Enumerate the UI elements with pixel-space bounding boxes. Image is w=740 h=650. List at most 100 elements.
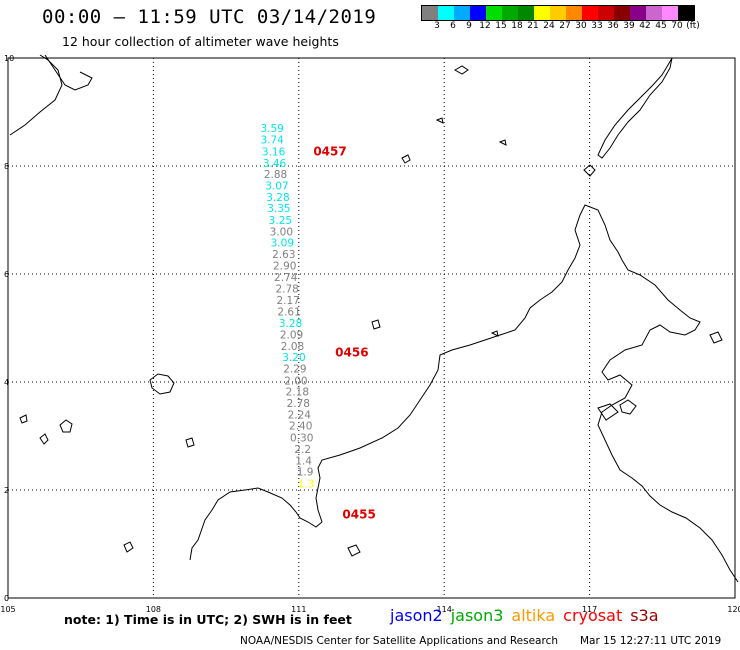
wave-height-label: 2.90	[273, 260, 296, 272]
wave-height-label: 3.20	[282, 352, 305, 364]
colorbar-cell	[470, 6, 486, 20]
coastline	[9, 54, 739, 583]
colorbar-labels: 3 6 9 12 15 18 21 24 27 30 33 36 39 42 45 70 (ft)	[421, 21, 740, 33]
island-spratly-3	[435, 117, 444, 124]
wave-height-label: 3.07	[265, 180, 288, 192]
island-sulu-3	[709, 331, 723, 344]
colorbar-label: 15	[495, 21, 507, 31]
island-small-4	[123, 541, 134, 553]
lat-tick-label: 4	[4, 378, 9, 387]
wave-height-label: 2.88	[264, 169, 287, 181]
wave-height-label: 2.40	[289, 421, 312, 433]
pass-time-label: 0456	[335, 345, 368, 359]
satellite-legend-item: jason3	[450, 606, 504, 625]
lat-tick-label: 2	[4, 486, 9, 495]
graticule	[7, 57, 736, 599]
colorbar-label: 27	[559, 21, 571, 31]
colorbar-cell	[678, 6, 694, 20]
pass-time-label: 0455	[342, 507, 375, 521]
wave-height-label: 1.4	[295, 455, 312, 467]
wave-height-label: 2.24	[288, 409, 312, 421]
island-spratly-1	[453, 65, 469, 75]
wave-height-label: 2.17	[276, 295, 299, 307]
coastline-mekong	[44, 54, 93, 91]
lat-tick-label: 0	[4, 594, 9, 603]
wave-height-label: 2.08	[281, 341, 304, 353]
colorbar-label: 21	[527, 21, 539, 31]
colorbar-cell	[518, 6, 534, 20]
colorbar-cell	[454, 6, 470, 20]
satellite-legend-item: jason2	[390, 606, 443, 625]
colorbar-label: 24	[543, 21, 555, 31]
colorbar-cell	[550, 6, 566, 20]
satellite-legend-item: cryosat	[563, 606, 623, 625]
colorbar-label: 30	[575, 21, 587, 31]
wave-height-label: 3.16	[262, 146, 286, 158]
wave-height-label: 2.2	[294, 444, 311, 456]
island-spratly-5	[371, 319, 381, 330]
colorbar-cell	[534, 6, 550, 20]
island-small-2	[39, 433, 49, 445]
colorbar-label: 45	[655, 21, 667, 31]
island-small-3	[19, 414, 28, 424]
lat-tick-label: 8	[4, 162, 9, 171]
lon-tick-label: 108	[146, 605, 161, 614]
credit-line: NOAA/NESDIS Center for Satellite Applica…	[240, 635, 558, 647]
colorbar-cell	[630, 6, 646, 20]
wave-height-label: 3.09	[271, 238, 294, 250]
wave-height-label: 3.00	[270, 226, 293, 238]
satellite-legend: jason2 jason3 altika cryosat s3a	[390, 606, 667, 625]
map-frame	[7, 57, 736, 599]
axis-labels: 105 108 111 114 117 120 0 2 4 6 8 10	[0, 54, 740, 614]
colorbar-label: 42	[639, 21, 651, 31]
colorbar-label: 33	[591, 21, 603, 31]
lon-tick-label: 120	[727, 605, 740, 614]
units-note: note: 1) Time is in UTC; 2) SWH is in fe…	[64, 612, 352, 627]
wave-height-label: 3.46	[263, 158, 287, 170]
lon-tick-label: 114	[437, 605, 452, 614]
colorbar-label: 3	[434, 21, 440, 31]
colorbar-label: 39	[623, 21, 635, 31]
wave-height-label: 2.78	[287, 398, 310, 410]
colorbar-cell	[502, 6, 518, 20]
island-small-1	[59, 419, 73, 433]
island-spratly-6	[490, 330, 499, 337]
wave-height-label: 2.74	[274, 272, 298, 284]
lat-tick-label: 6	[4, 270, 9, 279]
wave-height-label: 3.28	[279, 318, 302, 330]
colorbar	[421, 5, 695, 21]
island-spratly-4	[498, 139, 507, 146]
island-natuna	[149, 373, 175, 395]
colorbar-cell	[422, 6, 438, 20]
lon-tick-label: 105	[0, 605, 15, 614]
colorbar-label: 36	[607, 21, 619, 31]
pass-time-label: 0457	[313, 144, 346, 158]
wave-height-label: 3.25	[269, 215, 292, 227]
wave-height-label: 2.61	[277, 306, 300, 318]
coastline-borneo	[189, 204, 739, 583]
altimeter-track: 3.593.743.163.462.883.07 3.28 3.353.253.00…	[260, 123, 314, 490]
wave-height-label: 3.74	[260, 135, 284, 147]
wave-height-label: 0.30	[290, 433, 313, 445]
island-small-6	[185, 437, 195, 448]
colorbar-cell	[646, 6, 662, 20]
wave-height-label: 3.35	[267, 203, 290, 215]
wave-height-label: 1.3	[298, 479, 315, 491]
island-small-5	[347, 544, 361, 557]
wave-height-label: 1.9	[297, 467, 314, 479]
wave-height-label: 2.63	[272, 249, 295, 261]
wave-height-label: 2.09	[280, 329, 303, 341]
wave-height-label: 2.78	[275, 284, 298, 296]
coastline-palawan	[597, 57, 673, 159]
colorbar-label: 6	[450, 21, 456, 31]
colorbar-cell	[582, 6, 598, 20]
wave-height-label: 2.29	[283, 364, 306, 376]
colorbar-cell	[566, 6, 582, 20]
wave-height-label: 3.59	[260, 123, 283, 135]
island-palawan-south	[583, 164, 596, 177]
generation-timestamp: Mar 15 12:27:11 UTC 2019	[580, 635, 722, 647]
lat-tick-label: 10	[4, 54, 14, 63]
colorbar-label: (ft)	[686, 21, 700, 31]
colorbar-cell	[598, 6, 614, 20]
